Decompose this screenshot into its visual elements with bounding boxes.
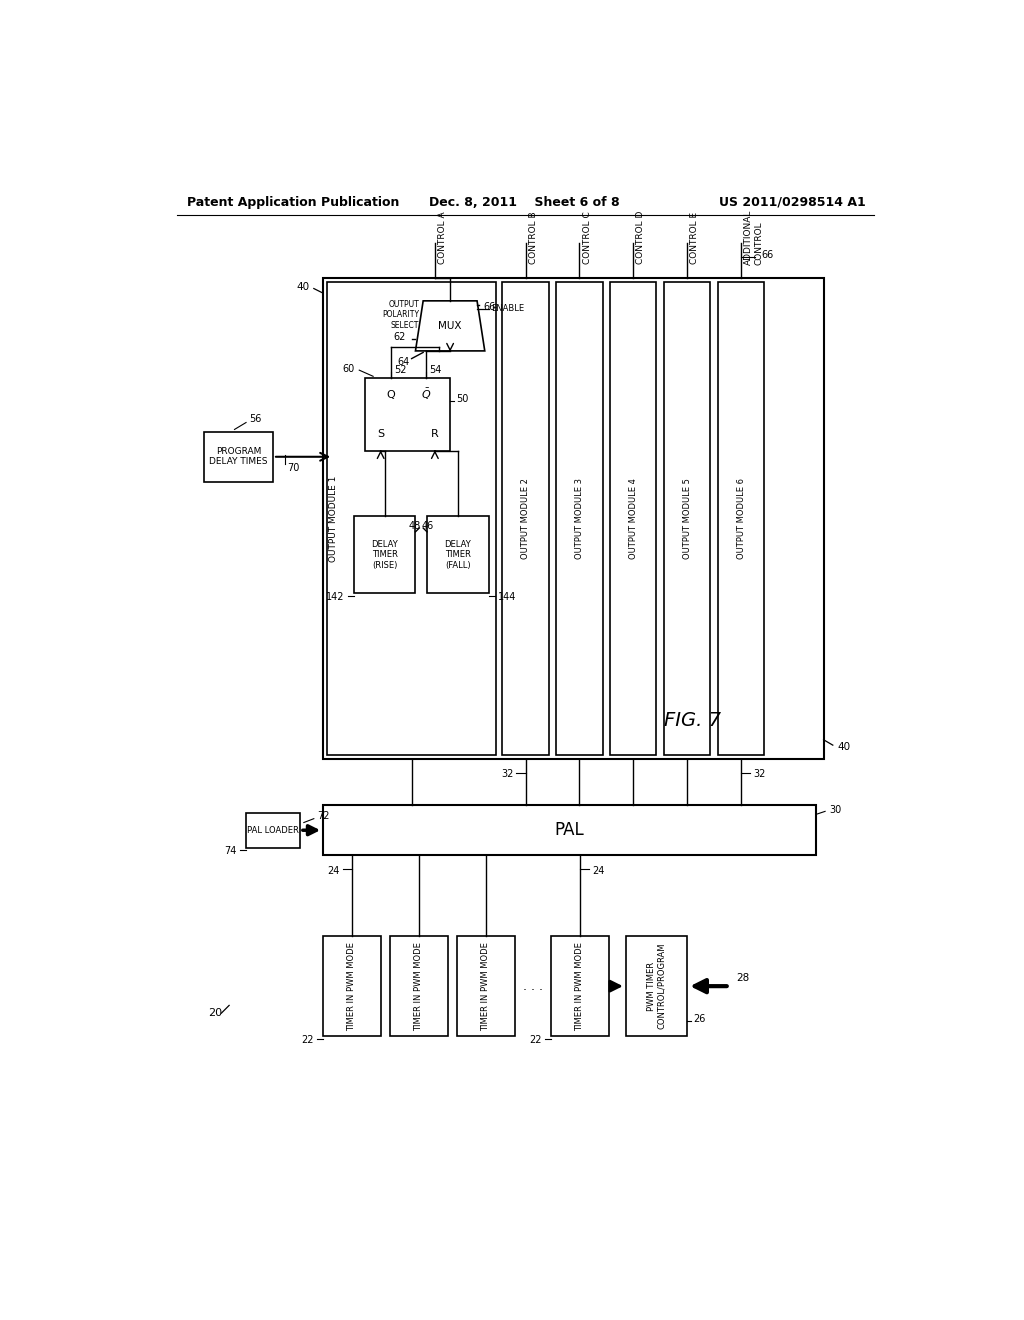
Text: 72: 72 — [316, 812, 330, 821]
Text: 48: 48 — [409, 521, 421, 532]
Text: DELAY
TIMER
(FALL): DELAY TIMER (FALL) — [444, 540, 471, 570]
Text: 74: 74 — [224, 846, 237, 857]
Text: TIMER IN PWM MODE: TIMER IN PWM MODE — [415, 941, 424, 1031]
Text: 66: 66 — [761, 251, 773, 260]
Bar — [323, 277, 823, 759]
Polygon shape — [416, 301, 484, 351]
Text: 144: 144 — [498, 593, 516, 602]
Text: 24: 24 — [328, 866, 340, 875]
Text: 28: 28 — [736, 973, 749, 983]
Text: 32: 32 — [754, 770, 766, 779]
Text: Patent Application Publication: Patent Application Publication — [186, 195, 399, 209]
Text: CONTROL A: CONTROL A — [438, 211, 446, 264]
Text: PROGRAM
DELAY TIMES: PROGRAM DELAY TIMES — [209, 447, 267, 466]
Text: 40: 40 — [296, 282, 309, 292]
Text: 32: 32 — [501, 770, 513, 779]
Text: PAL LOADER: PAL LOADER — [247, 826, 299, 834]
Text: CONTROL C: CONTROL C — [583, 211, 592, 264]
Text: . . .: . . . — [523, 979, 543, 993]
Text: US 2011/0298514 A1: US 2011/0298514 A1 — [719, 195, 866, 209]
Text: 54: 54 — [429, 366, 441, 375]
Text: 22: 22 — [529, 1035, 542, 1045]
Bar — [503, 281, 549, 755]
Text: S: S — [377, 429, 384, 440]
Text: CONTROL B: CONTROL B — [528, 211, 538, 264]
Bar — [366, 378, 451, 451]
Text: Q: Q — [386, 389, 395, 400]
Bar — [610, 281, 656, 755]
Text: 142: 142 — [326, 593, 345, 602]
Bar — [626, 936, 687, 1036]
Text: 30: 30 — [829, 805, 842, 814]
Bar — [323, 936, 381, 1036]
Text: CONTROL D: CONTROL D — [637, 211, 645, 264]
Text: TIMER IN PWM MODE: TIMER IN PWM MODE — [575, 941, 585, 1031]
Bar — [354, 516, 416, 594]
Text: CONTROL E: CONTROL E — [690, 211, 699, 264]
Text: 56: 56 — [249, 414, 261, 425]
Text: OUTPUT MODULE 1: OUTPUT MODULE 1 — [329, 475, 338, 561]
Bar — [556, 281, 602, 755]
Bar — [390, 936, 447, 1036]
Text: OUTPUT MODULE 4: OUTPUT MODULE 4 — [629, 478, 638, 558]
Bar — [457, 936, 515, 1036]
Text: PAL: PAL — [555, 821, 585, 840]
Text: DELAY
TIMER
(RISE): DELAY TIMER (RISE) — [372, 540, 398, 570]
Text: TIMER IN PWM MODE: TIMER IN PWM MODE — [481, 941, 490, 1031]
Text: $\bar{Q}$: $\bar{Q}$ — [421, 387, 431, 403]
Text: Dec. 8, 2011    Sheet 6 of 8: Dec. 8, 2011 Sheet 6 of 8 — [429, 195, 621, 209]
Text: 46: 46 — [422, 521, 434, 532]
Bar — [665, 281, 711, 755]
Text: FIG. 7: FIG. 7 — [665, 711, 721, 730]
Text: OUTPUT MODULE 6: OUTPUT MODULE 6 — [736, 478, 745, 558]
Text: ADDITIONAL
CONTROL: ADDITIONAL CONTROL — [744, 210, 764, 265]
Bar — [327, 281, 497, 755]
Text: 70: 70 — [287, 462, 299, 473]
Text: 64: 64 — [397, 356, 410, 367]
Text: 22: 22 — [301, 1035, 313, 1045]
Text: 52: 52 — [394, 366, 407, 375]
Text: 20: 20 — [208, 1008, 222, 1018]
Text: 40: 40 — [838, 742, 851, 751]
Text: PWM TIMER
CONTROL/PROGRAM: PWM TIMER CONTROL/PROGRAM — [647, 942, 667, 1030]
Text: 60: 60 — [342, 363, 354, 374]
Text: OUTPUT
POLARITY
SELECT: OUTPUT POLARITY SELECT — [382, 300, 419, 330]
Text: 62: 62 — [394, 333, 407, 342]
Bar — [427, 516, 488, 594]
Bar — [246, 813, 300, 847]
Text: OUTPUT MODULE 3: OUTPUT MODULE 3 — [574, 478, 584, 558]
Text: OUTPUT MODULE 5: OUTPUT MODULE 5 — [683, 478, 692, 558]
Text: 26: 26 — [693, 1014, 706, 1024]
Text: MUX: MUX — [438, 321, 462, 331]
Text: 24: 24 — [592, 866, 604, 875]
Text: ENABLE: ENABLE — [490, 304, 524, 313]
Text: R: R — [431, 429, 438, 440]
Bar — [323, 805, 816, 855]
Text: TIMER IN PWM MODE: TIMER IN PWM MODE — [347, 941, 356, 1031]
Text: 66: 66 — [483, 302, 496, 312]
Text: 50: 50 — [457, 393, 469, 404]
Bar — [204, 432, 273, 482]
Bar — [718, 281, 764, 755]
Text: OUTPUT MODULE 2: OUTPUT MODULE 2 — [521, 478, 530, 558]
Bar — [551, 936, 608, 1036]
